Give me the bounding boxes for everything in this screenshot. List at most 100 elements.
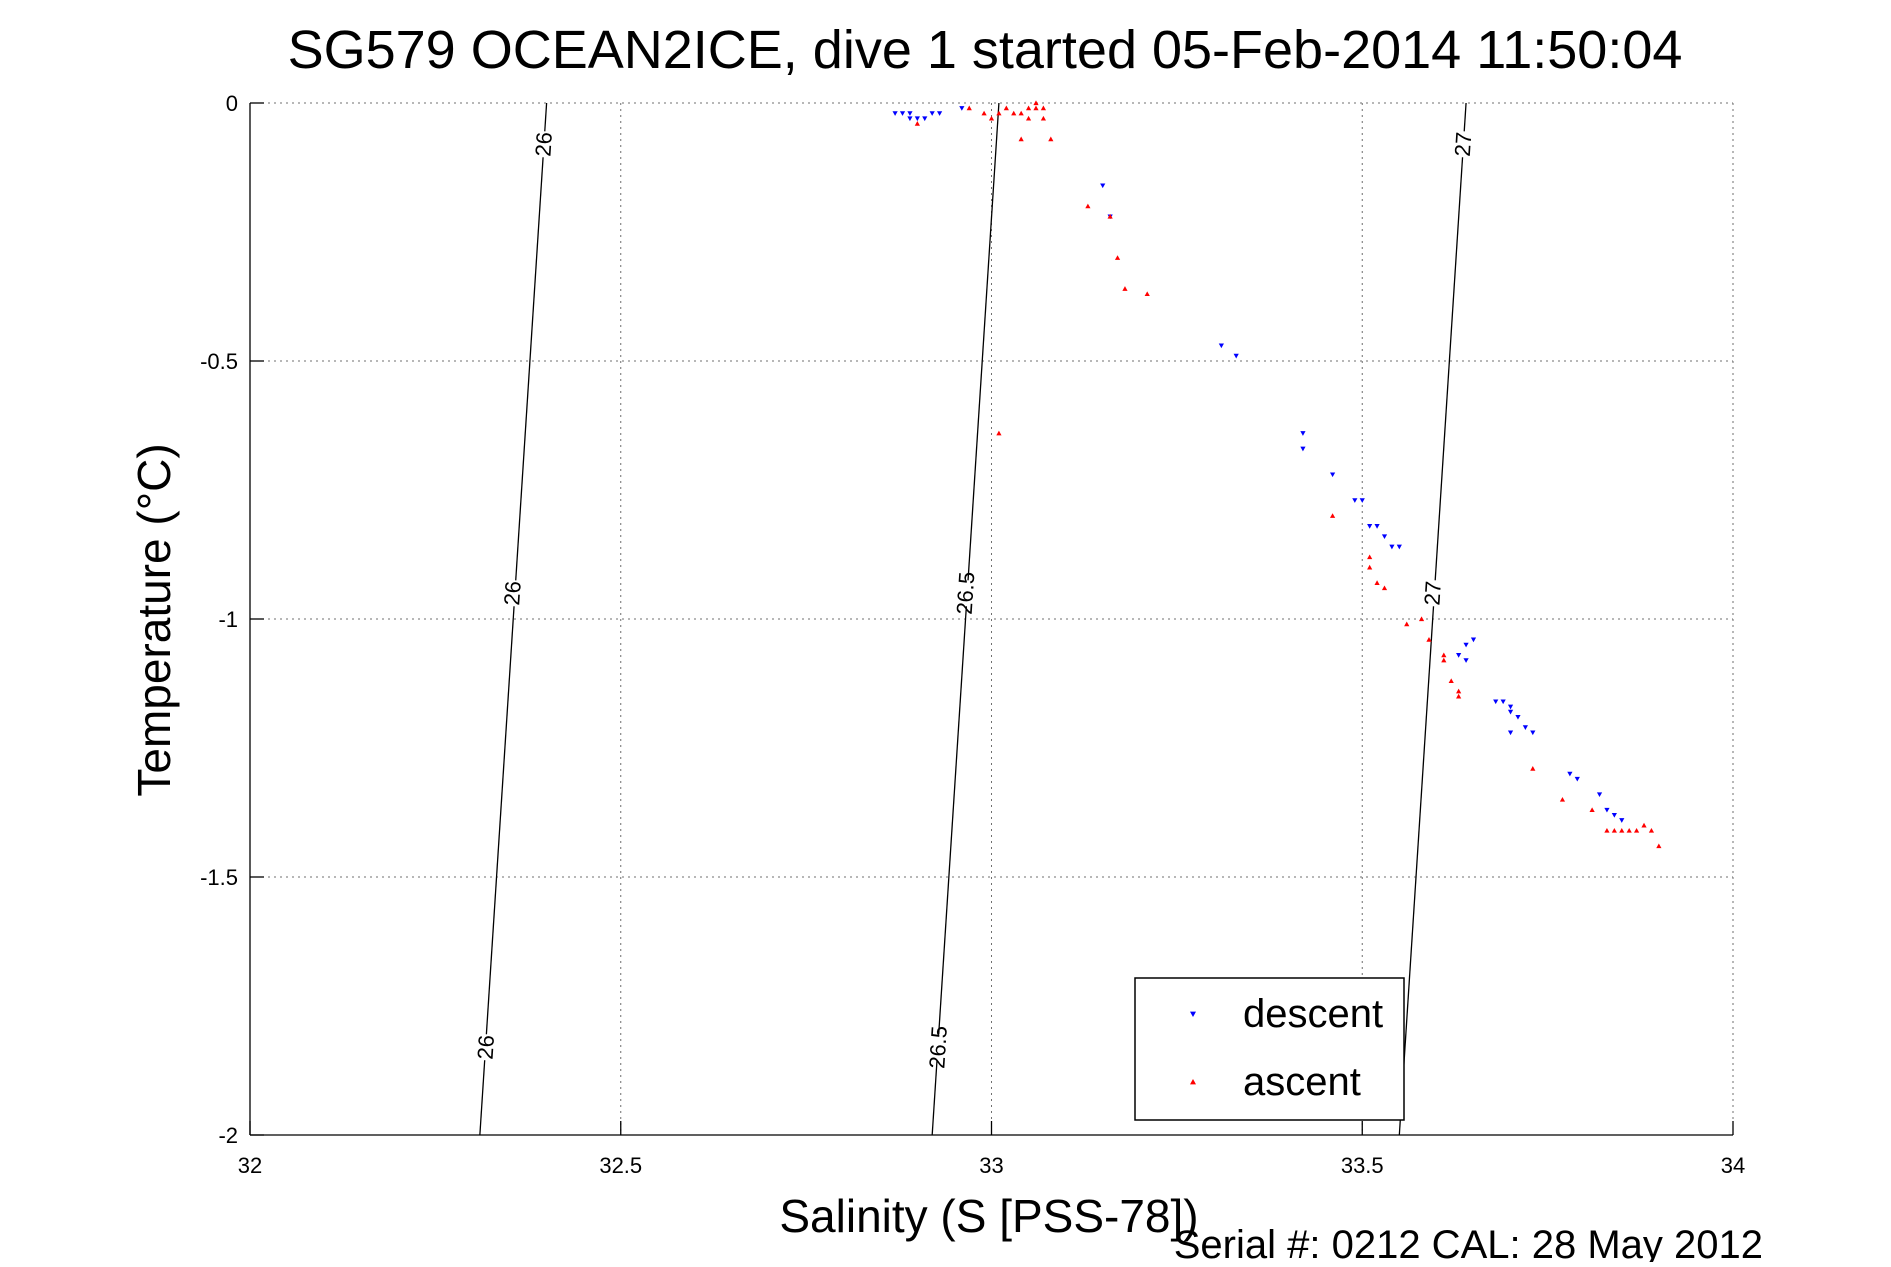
descent-point <box>1374 524 1380 529</box>
y-tick-label: -0.5 <box>200 349 238 374</box>
ascent-point <box>1418 616 1425 622</box>
ascent-point <box>966 105 972 111</box>
x-tick-label: 33.5 <box>1341 1153 1384 1178</box>
ascent-point <box>1011 110 1017 116</box>
ascent-point <box>1641 822 1647 828</box>
ascent-point <box>1604 827 1610 833</box>
ascent-point <box>988 115 995 121</box>
x-tick-label: 32 <box>238 1153 262 1178</box>
ascent-point <box>996 430 1002 436</box>
contour-label-bg <box>913 1032 963 1062</box>
ascent-point <box>1025 115 1032 121</box>
legend-label-ascent: ascent <box>1243 1060 1361 1104</box>
descent-point <box>1300 446 1306 452</box>
contour-label: 26.5 <box>952 571 980 615</box>
ascent-point <box>1426 637 1432 642</box>
ascent-point <box>1329 513 1336 518</box>
descent-point <box>922 116 928 122</box>
ascent-point <box>1448 678 1454 683</box>
descent-point <box>1596 792 1603 798</box>
ascent-point <box>1611 827 1617 833</box>
ascent-point <box>1456 688 1462 694</box>
descent-point <box>1507 730 1514 736</box>
ascent-point <box>1589 807 1595 812</box>
contour-label: 27 <box>1450 131 1477 157</box>
ascent-point <box>1626 827 1632 833</box>
x-axis-label: Salinity (S [PSS-78]) <box>779 1190 1198 1242</box>
descent-point <box>1329 472 1336 478</box>
contour-label-bg <box>518 129 569 159</box>
descent-point <box>1300 431 1306 436</box>
x-tick-label: 33 <box>979 1153 1003 1178</box>
legend-box <box>1134 977 1405 1121</box>
ascent-point <box>1374 580 1380 585</box>
y-axis-label: Temperature (°C) <box>128 443 180 796</box>
ascent-point <box>1048 136 1054 142</box>
descent-point <box>1389 544 1395 550</box>
density-contours: 26 26 26 26.5 26.5 27 27 <box>461 102 1488 1136</box>
y-tick-label: -1 <box>218 607 238 632</box>
contour-line-26 <box>479 102 548 1136</box>
descent-point <box>959 106 965 111</box>
descent-point <box>1507 709 1514 715</box>
descent-point <box>892 111 898 116</box>
descent-point <box>1611 813 1617 818</box>
legend: descent ascent <box>1134 977 1405 1121</box>
descent-point <box>1604 807 1610 813</box>
descent-point <box>1522 725 1528 730</box>
contour-label-bg <box>461 1032 511 1062</box>
descent-point <box>936 111 943 116</box>
ascent-point <box>1367 564 1373 570</box>
contour-label: 26 <box>499 580 526 606</box>
descent-point <box>1367 524 1373 529</box>
descent-point <box>1463 658 1469 663</box>
y-tick-label: -2 <box>218 1123 238 1148</box>
contour-label-bg <box>940 578 991 608</box>
descent-point <box>1352 498 1358 503</box>
ascent-point <box>1441 652 1447 658</box>
ascent-point <box>1018 110 1024 116</box>
descent-point <box>929 111 935 116</box>
serial-cal-footer: Serial #: 0212 CAL: 28 May 2012 <box>1174 1223 1763 1262</box>
descent-point <box>1574 776 1580 782</box>
ascent-point <box>1367 554 1373 560</box>
descent-point <box>907 116 913 122</box>
contour-label-bg <box>1438 129 1488 159</box>
legend-marker-ascent <box>1190 1079 1196 1085</box>
ascent-point <box>1018 136 1024 142</box>
ascent-point <box>1040 115 1047 121</box>
descent-point <box>1359 498 1365 503</box>
ascent-point <box>1144 291 1150 296</box>
descent-point <box>1456 653 1462 658</box>
contour-label: 26 <box>473 1034 500 1060</box>
ascent-point <box>1025 105 1032 111</box>
descent-point <box>1500 699 1506 705</box>
ascent-point <box>1530 766 1536 771</box>
ascent-point <box>1003 105 1009 111</box>
descent-point <box>1233 353 1239 359</box>
ascent-point <box>996 110 1002 116</box>
descent-point <box>1463 642 1469 648</box>
y-tick-label: -1.5 <box>200 865 238 890</box>
ascent-point <box>1404 621 1410 627</box>
ascent-point <box>1033 105 1039 111</box>
descent-point <box>1396 544 1402 550</box>
descent-point <box>1381 534 1388 540</box>
ascent-point <box>1033 100 1039 106</box>
contour-label: 26 <box>530 131 557 157</box>
ascent-point <box>1085 203 1091 209</box>
descent-point <box>1507 704 1514 710</box>
ascent-point <box>1648 827 1655 833</box>
ascent-point <box>981 110 987 116</box>
descent-point <box>1470 637 1477 643</box>
ascent-point <box>1040 105 1047 111</box>
contour-label: 26.5 <box>924 1025 952 1069</box>
ascent-point <box>1114 255 1121 260</box>
legend-marker-descent <box>1190 1011 1196 1017</box>
ascent-point <box>1381 585 1388 591</box>
ascent-point <box>1619 827 1625 833</box>
descent-point <box>907 111 913 116</box>
ascent-point <box>1559 797 1566 802</box>
